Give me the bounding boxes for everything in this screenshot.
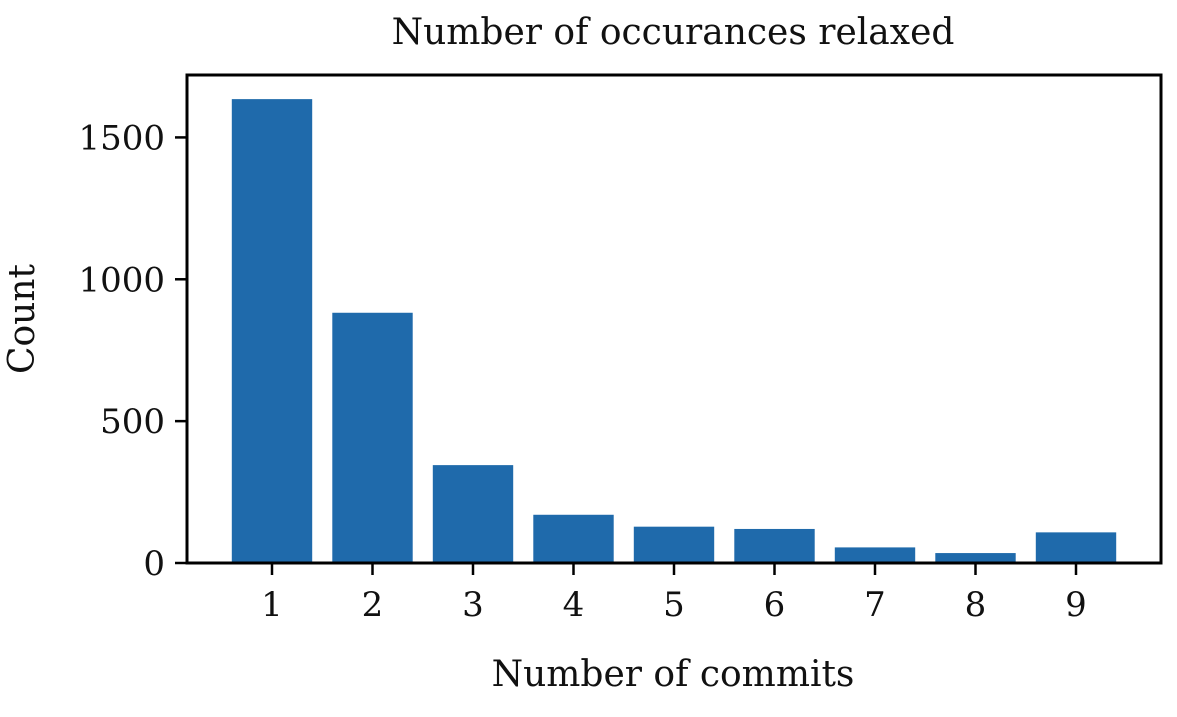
x-tick-label: 4 [563, 585, 585, 625]
x-tick-label: 1 [261, 585, 283, 625]
x-tick-label: 3 [462, 585, 484, 625]
y-axis-label: Count [2, 263, 43, 374]
bar-7 [834, 547, 916, 563]
y-tick-label: 500 [100, 402, 165, 442]
x-tick-label: 7 [864, 585, 886, 625]
bar-2 [332, 312, 413, 563]
bar-3 [432, 465, 514, 563]
chart-title: Number of occurances relaxed [392, 12, 955, 53]
bar-6 [734, 528, 815, 563]
x-axis-label: Number of commits [492, 654, 855, 695]
bar-5 [633, 526, 715, 563]
y-tick-label: 1000 [78, 260, 165, 300]
x-tick-label: 2 [362, 585, 384, 625]
bar-9 [1035, 532, 1117, 563]
bar-8 [935, 553, 1016, 563]
x-tick-label: 9 [1065, 585, 1087, 625]
plot-frame [185, 73, 1163, 565]
bar-1 [231, 99, 313, 564]
x-tick-label: 5 [663, 585, 685, 625]
ticks-layer: 1 2 3 4 5 6 7 8 9 0 500 1000 1500 [78, 118, 1086, 625]
x-tick-label: 6 [764, 585, 786, 625]
y-tick-label: 0 [143, 544, 165, 584]
x-tick-label: 8 [965, 585, 987, 625]
y-tick-label: 1500 [78, 118, 165, 158]
bars-layer [231, 99, 1117, 564]
bar-4 [533, 514, 614, 563]
